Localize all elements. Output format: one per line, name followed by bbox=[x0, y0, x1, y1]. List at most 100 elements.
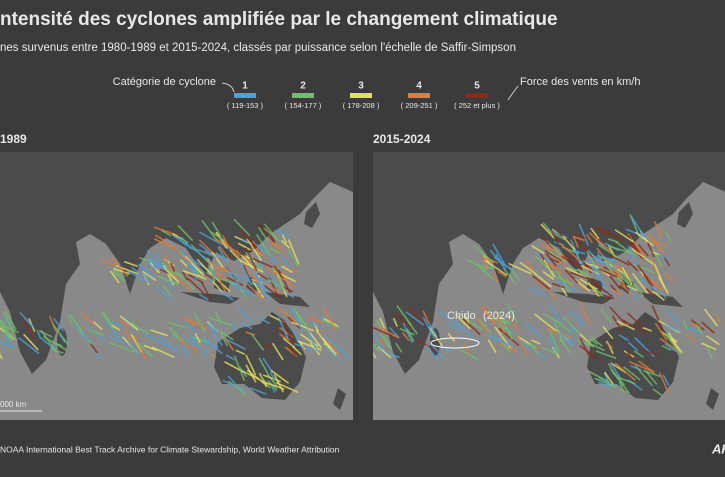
cyclone-track bbox=[50, 340, 63, 347]
cyclone-track bbox=[18, 337, 40, 354]
cyclone-track bbox=[227, 375, 236, 385]
cyclone-track bbox=[500, 316, 513, 340]
cyclone-track bbox=[389, 326, 400, 338]
legend-swatch bbox=[234, 93, 256, 98]
cyclone-track bbox=[594, 291, 615, 300]
cyclone-track bbox=[373, 330, 383, 350]
cyclone-track bbox=[492, 272, 499, 283]
cyclone-track bbox=[407, 306, 425, 324]
cyclone-track bbox=[233, 355, 246, 382]
cyclone-track bbox=[531, 245, 545, 254]
cyclone-track bbox=[120, 319, 132, 329]
cyclone-track bbox=[517, 336, 533, 346]
annotation-name: Chido bbox=[447, 310, 476, 322]
cyclone-track bbox=[538, 256, 558, 270]
cyclone-track bbox=[573, 235, 585, 242]
cyclone-track bbox=[587, 370, 611, 384]
cyclone-track bbox=[254, 272, 267, 297]
cyclone-track bbox=[447, 333, 456, 342]
cyclone-track bbox=[260, 380, 285, 390]
cyclone-track bbox=[184, 320, 196, 333]
cyclone-track bbox=[265, 226, 276, 243]
cyclone-track bbox=[632, 273, 649, 294]
cyclone-track bbox=[559, 242, 579, 260]
cyclone-track bbox=[250, 333, 264, 351]
cyclone-track bbox=[197, 248, 217, 259]
cyclone-track bbox=[430, 343, 445, 359]
cyclone-track bbox=[611, 315, 624, 332]
cyclone-track bbox=[110, 270, 120, 284]
cyclone-track bbox=[154, 234, 176, 248]
cyclone-track bbox=[110, 330, 122, 339]
cyclone-track bbox=[111, 270, 126, 282]
cyclone-track bbox=[187, 277, 204, 294]
cyclone-track bbox=[218, 265, 230, 272]
cyclone-track bbox=[36, 329, 42, 339]
cyclone-track bbox=[194, 313, 205, 332]
cyclone-track bbox=[214, 311, 222, 325]
cyclone-track bbox=[544, 250, 563, 262]
cyclone-track bbox=[701, 321, 715, 334]
cyclone-track bbox=[268, 314, 285, 323]
cyclone-track bbox=[406, 328, 415, 342]
cyclone-track bbox=[155, 252, 164, 270]
cyclone-track bbox=[631, 248, 654, 265]
cyclone-track bbox=[202, 255, 211, 262]
legend-range: ( 119-153 ) bbox=[227, 101, 264, 110]
cyclone-track bbox=[393, 313, 413, 329]
cyclone-track bbox=[288, 250, 299, 267]
cyclone-track bbox=[136, 341, 153, 358]
cyclone-track bbox=[618, 334, 629, 341]
cyclone-track bbox=[627, 260, 639, 272]
cyclone-track bbox=[262, 342, 272, 348]
cyclone-track bbox=[157, 275, 179, 285]
cyclone-track bbox=[93, 321, 103, 330]
cyclone-track bbox=[607, 362, 615, 375]
cyclone-track bbox=[245, 247, 258, 272]
cyclone-track bbox=[428, 326, 443, 347]
cyclone-track bbox=[270, 242, 283, 249]
cyclone-track bbox=[323, 335, 345, 354]
cyclone-track bbox=[574, 233, 586, 239]
cyclone-track bbox=[182, 271, 188, 281]
cyclone-track bbox=[262, 357, 273, 373]
cyclone-track bbox=[589, 338, 598, 345]
cyclone-track bbox=[579, 337, 590, 357]
cyclone-track bbox=[623, 366, 641, 381]
cyclone-track bbox=[597, 381, 612, 388]
cyclone-track bbox=[661, 345, 672, 351]
cyclone-track bbox=[90, 343, 98, 354]
cyclone-track bbox=[179, 237, 189, 244]
cyclone-track bbox=[269, 383, 276, 393]
cyclone-track bbox=[209, 321, 219, 333]
cyclone-track bbox=[600, 309, 613, 324]
cyclone-track bbox=[508, 263, 532, 275]
legend-swatch bbox=[292, 93, 314, 98]
cyclone-track bbox=[225, 354, 235, 361]
cyclone-track bbox=[247, 283, 263, 300]
cyclone-track bbox=[630, 278, 644, 297]
cyclone-track bbox=[629, 361, 654, 373]
cyclone-track bbox=[462, 343, 471, 355]
cyclone-track bbox=[532, 275, 550, 290]
legend-range: ( 154-177 ) bbox=[285, 101, 322, 110]
cyclone-track bbox=[264, 223, 278, 240]
cyclone-track bbox=[568, 326, 578, 333]
cyclone-track bbox=[569, 271, 594, 282]
annotation-year: (2024) bbox=[483, 310, 515, 322]
cyclone-track bbox=[642, 370, 661, 377]
cyclone-track bbox=[207, 323, 223, 346]
cyclone-track bbox=[236, 306, 255, 323]
cyclone-track bbox=[258, 292, 271, 298]
cyclone-track bbox=[240, 260, 264, 273]
cyclone-track bbox=[164, 239, 176, 245]
cyclone-track bbox=[497, 271, 507, 278]
cyclone-track bbox=[131, 266, 140, 274]
cyclone-track bbox=[549, 227, 559, 245]
cyclone-track bbox=[607, 245, 633, 255]
cyclone-track bbox=[0, 324, 19, 333]
cyclone-track bbox=[383, 336, 390, 347]
cyclone-track bbox=[549, 258, 560, 263]
cyclone-track bbox=[610, 363, 621, 379]
cyclone-track bbox=[306, 316, 325, 324]
